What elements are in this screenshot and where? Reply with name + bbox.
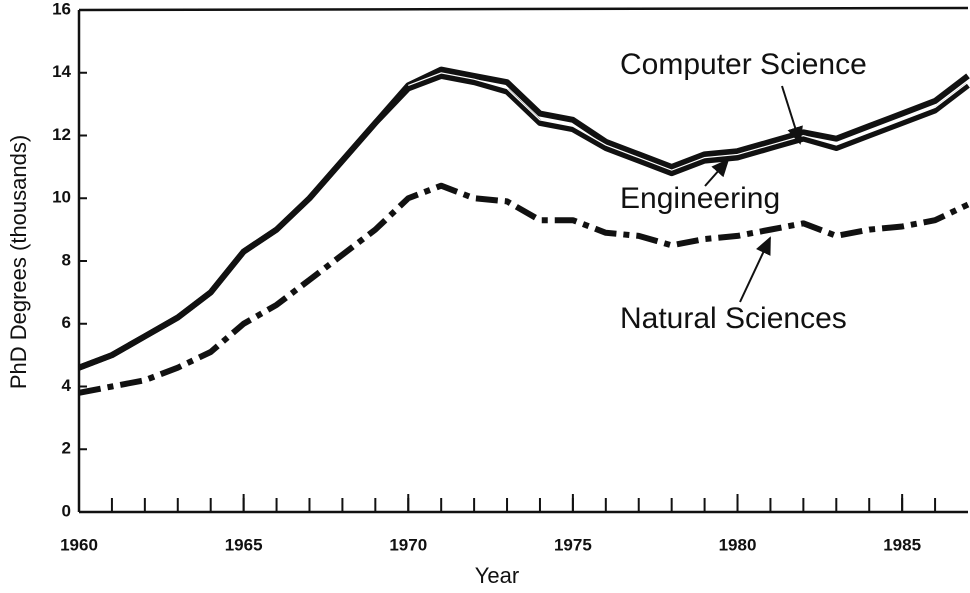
y-axis-title: PhD Degrees (thousands) [6, 135, 31, 389]
series-label: Engineering [620, 182, 780, 215]
y-tick-label: 16 [52, 0, 71, 18]
y-tick-label: 8 [62, 250, 71, 269]
x-tick-label: 1965 [225, 535, 263, 554]
y-tick-label: 0 [62, 501, 71, 520]
y-tick-label: 10 [52, 188, 71, 207]
series-label: Natural Sciences [620, 302, 847, 335]
x-axis-title: Year [475, 563, 519, 588]
y-tick-label: 14 [52, 62, 71, 81]
arrow [739, 236, 771, 303]
x-tick-label: 1980 [719, 535, 757, 554]
y-tick-label: 12 [52, 125, 71, 144]
x-tick-label: 1970 [389, 535, 427, 554]
x-tick-label: 1960 [60, 535, 98, 554]
x-tick-label: 1985 [883, 535, 921, 554]
top-border [78, 6, 969, 12]
line-highlight [408, 72, 969, 171]
y-tick-label: 2 [62, 439, 71, 458]
arrow [704, 158, 730, 187]
y-tick-label: 4 [62, 376, 72, 395]
arrow [781, 85, 803, 145]
series-label: Computer Science [620, 48, 867, 81]
y-tick-label: 6 [62, 313, 71, 332]
x-tick-label: 1975 [554, 535, 592, 554]
series-line [78, 182, 970, 396]
series-line [77, 72, 970, 371]
